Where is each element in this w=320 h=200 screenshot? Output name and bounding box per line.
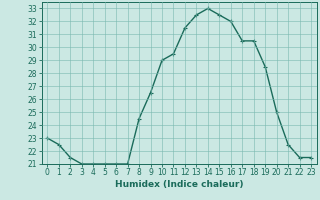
X-axis label: Humidex (Indice chaleur): Humidex (Indice chaleur)	[115, 180, 244, 189]
